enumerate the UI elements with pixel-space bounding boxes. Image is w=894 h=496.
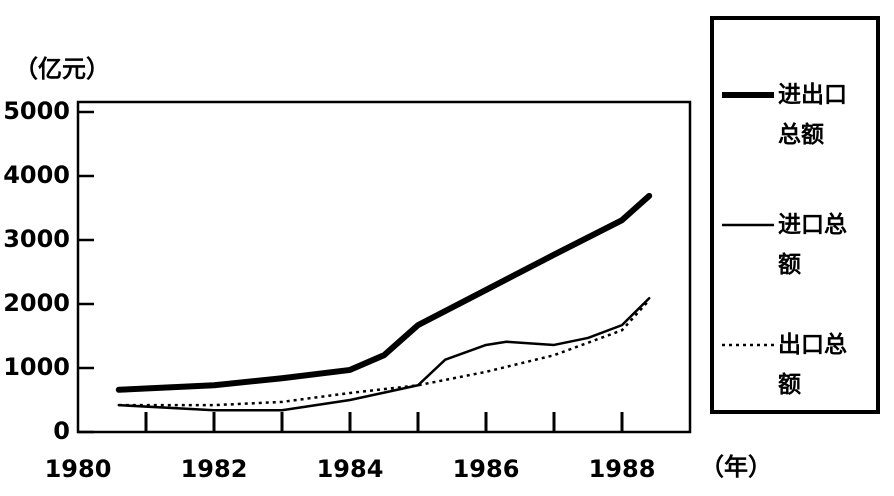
legend-box [710, 16, 880, 414]
y-tick-label: 3000 [3, 225, 70, 253]
series-line [115, 192, 653, 393]
legend-label: 出口总额 [778, 332, 847, 398]
x-axis-label: （年） [700, 453, 772, 481]
x-tick-label: 1988 [589, 455, 656, 483]
x-tick-label: 1980 [45, 455, 112, 483]
y-tick-label: 4000 [3, 161, 70, 189]
legend-label: 进口总额 [778, 212, 847, 278]
plot-frame [76, 100, 692, 434]
y-tick-label: 2000 [3, 289, 70, 317]
series-line [117, 296, 651, 412]
legend-label: 进出口总额 [778, 82, 847, 148]
y-tick-label: 5000 [3, 97, 70, 125]
y-tick-label: 1000 [3, 353, 70, 381]
x-tick-label: 1984 [317, 455, 384, 483]
y-tick-label: 0 [53, 417, 70, 445]
x-tick-label: 1982 [181, 455, 248, 483]
x-tick-label: 1986 [453, 455, 520, 483]
y-axis-label: （亿元） [14, 55, 110, 83]
